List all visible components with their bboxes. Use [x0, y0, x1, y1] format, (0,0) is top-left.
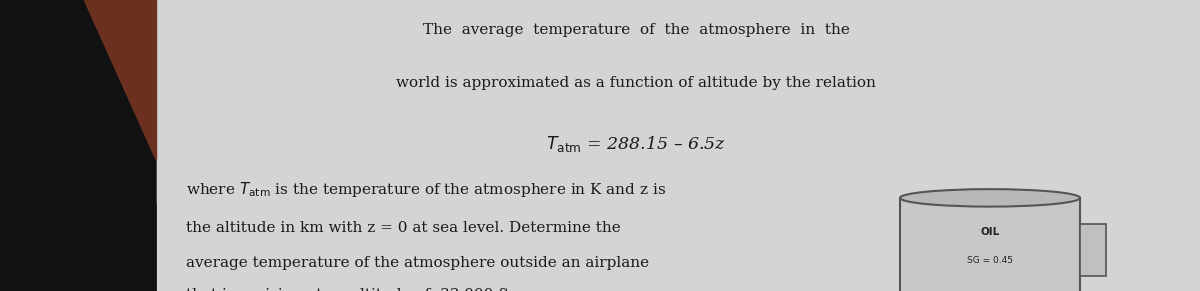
Bar: [1080, 224, 1106, 276]
Polygon shape: [0, 0, 120, 131]
FancyBboxPatch shape: [900, 198, 1080, 291]
Text: SG = 0.45: SG = 0.45: [967, 256, 1013, 265]
Polygon shape: [84, 0, 156, 160]
Polygon shape: [0, 0, 156, 291]
Text: world is approximated as a function of altitude by the relation: world is approximated as a function of a…: [396, 76, 876, 90]
Text: OIL: OIL: [980, 227, 1000, 237]
Polygon shape: [0, 0, 156, 291]
Ellipse shape: [900, 189, 1080, 207]
Text: average temperature of the atmosphere outside an airplane: average temperature of the atmosphere ou…: [186, 256, 649, 270]
Text: that is cruising at an altitude of  33,000 ft.: that is cruising at an altitude of 33,00…: [186, 288, 515, 291]
Text: $T_{\mathrm{atm}}$ = 288.15 – 6.5z: $T_{\mathrm{atm}}$ = 288.15 – 6.5z: [546, 134, 726, 154]
Text: where $T_{\mathrm{atm}}$ is the temperature of the atmosphere in K and z is: where $T_{\mathrm{atm}}$ is the temperat…: [186, 180, 666, 199]
Text: The  average  temperature  of  the  atmosphere  in  the: The average temperature of the atmospher…: [422, 23, 850, 37]
Text: the altitude in km with z = 0 at sea level. Determine the: the altitude in km with z = 0 at sea lev…: [186, 221, 620, 235]
